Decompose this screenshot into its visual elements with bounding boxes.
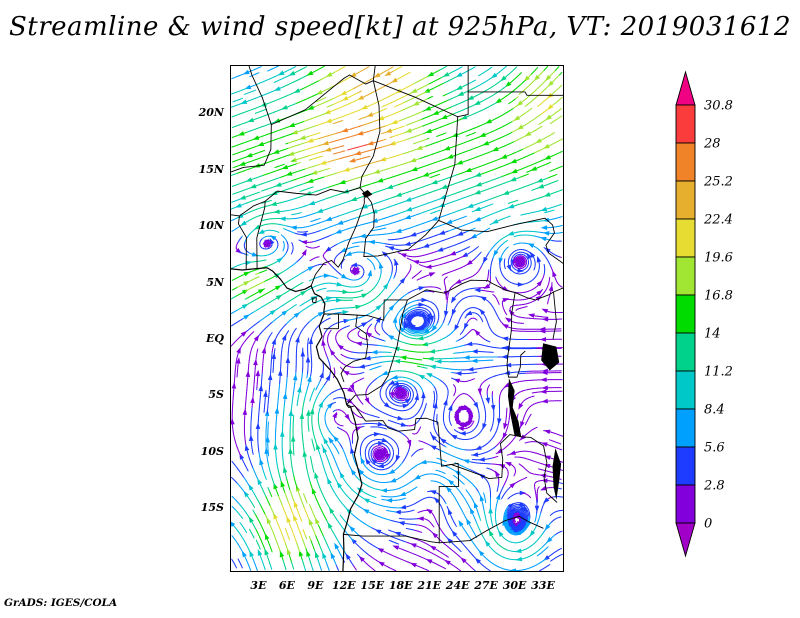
colorbar-band <box>675 142 696 182</box>
colorbar-label: 25.2 <box>703 175 733 190</box>
colorbar-label: 30.8 <box>704 99 733 114</box>
colorbar-arrow-high <box>675 70 696 106</box>
y-tick-label: 5S <box>208 388 224 402</box>
x-tick-label: 18E <box>388 579 413 592</box>
colorbar-label: 0 <box>704 517 712 532</box>
colorbar-band <box>675 218 696 258</box>
colorbar-label: 28 <box>703 137 721 152</box>
x-tick-label: 30E <box>502 579 527 592</box>
colorbar-band <box>675 256 696 296</box>
colorbar-label: 14 <box>704 327 721 342</box>
colorbar-label: 5.6 <box>704 441 725 456</box>
colorbar-band <box>675 332 696 372</box>
y-tick-label: 20N <box>198 106 224 120</box>
x-tick-label: 9E <box>307 579 324 592</box>
colorbar-band <box>675 294 696 334</box>
x-tick-label: 6E <box>278 579 295 592</box>
x-tick-label: 33E <box>531 579 555 592</box>
colorbar-band <box>675 104 696 144</box>
x-tick-label: 15E <box>360 579 385 592</box>
streamline-canvas <box>231 66 563 571</box>
colorbar-band <box>675 408 696 448</box>
colorbar-arrow-low <box>675 522 696 558</box>
colorbar-label: 2.8 <box>703 479 725 494</box>
y-tick-label: 10N <box>198 219 224 233</box>
colorbar-band <box>675 180 696 220</box>
map-plot-area <box>230 65 564 572</box>
colorbar-label: 8.4 <box>704 403 725 418</box>
x-tick-label: 3E <box>250 579 267 592</box>
colorbar-label: 22.4 <box>703 213 733 228</box>
x-tick-label: 24E <box>445 579 470 592</box>
colorbar-band <box>675 484 696 524</box>
colorbar-band <box>675 370 696 410</box>
x-tick-label: 21E <box>417 579 442 592</box>
colorbar-label: 16.8 <box>704 289 733 304</box>
colorbar-band <box>675 446 696 486</box>
colorbar-label: 11.2 <box>704 365 733 380</box>
x-tick-label: 12E <box>331 579 356 592</box>
y-tick-label: 10S <box>200 444 224 458</box>
colorbar: 0 2.8 5.6 8.4 11.2 14 16.8 19.6 22.4 25.2 28 30.8 <box>675 70 733 558</box>
y-tick-label: EQ <box>206 331 224 345</box>
colorbar-label: 19.6 <box>704 251 733 266</box>
plot-title: Streamline & wind speed[kt] at 925hPa, V… <box>8 12 792 42</box>
y-tick-label: 15S <box>200 501 224 514</box>
y-tick-label: 5N <box>206 275 224 289</box>
x-tick-label: 27E <box>474 579 498 592</box>
y-tick-label: 15N <box>198 162 224 176</box>
grads-attribution: GrADS: IGES/COLA <box>4 597 118 609</box>
